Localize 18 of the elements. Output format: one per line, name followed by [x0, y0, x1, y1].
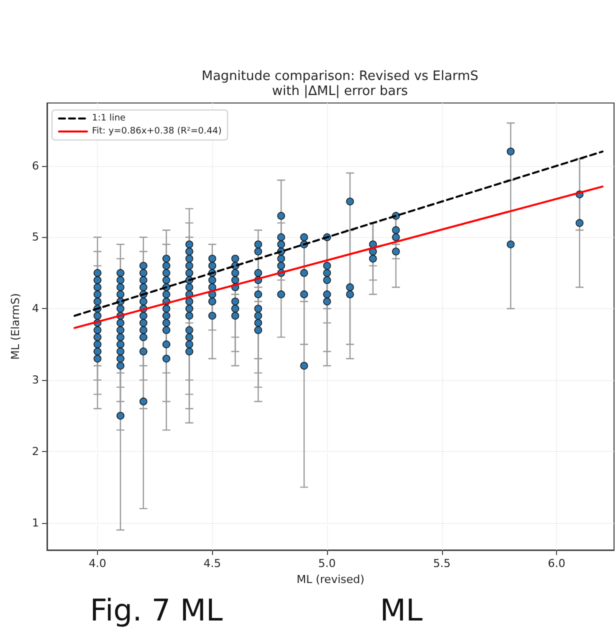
y-tick-label: 1: [32, 516, 39, 530]
y-axis-title: ML (ElarmS): [9, 293, 22, 360]
x-axis-title: ML (revised): [296, 573, 364, 586]
y-tick-label: 6: [32, 159, 39, 172]
x-tick-label: 4.0: [88, 557, 106, 570]
y-tick-label: 5: [32, 230, 39, 244]
caption: Fig. 7 ML: [90, 594, 224, 628]
y-tick-label: 4: [32, 302, 39, 316]
x-tick-label: 6.0: [548, 557, 566, 570]
y-tick-label: 3: [32, 374, 39, 387]
legend-label: Fit: y=0.86x+0.38 (R²=0.44): [92, 126, 222, 136]
legend-label: 1:1 line: [92, 114, 126, 124]
x-tick-label: 5.5: [433, 557, 451, 570]
x-tick-label: 4.5: [204, 557, 222, 570]
x-tick-label: 5.0: [318, 557, 336, 570]
y-tick-label: 2: [32, 444, 39, 458]
text: ML: [380, 594, 423, 628]
chart-title: Magnitude comparison: Revised vs ElarmS with |ΔML| error bars: [202, 69, 478, 99]
